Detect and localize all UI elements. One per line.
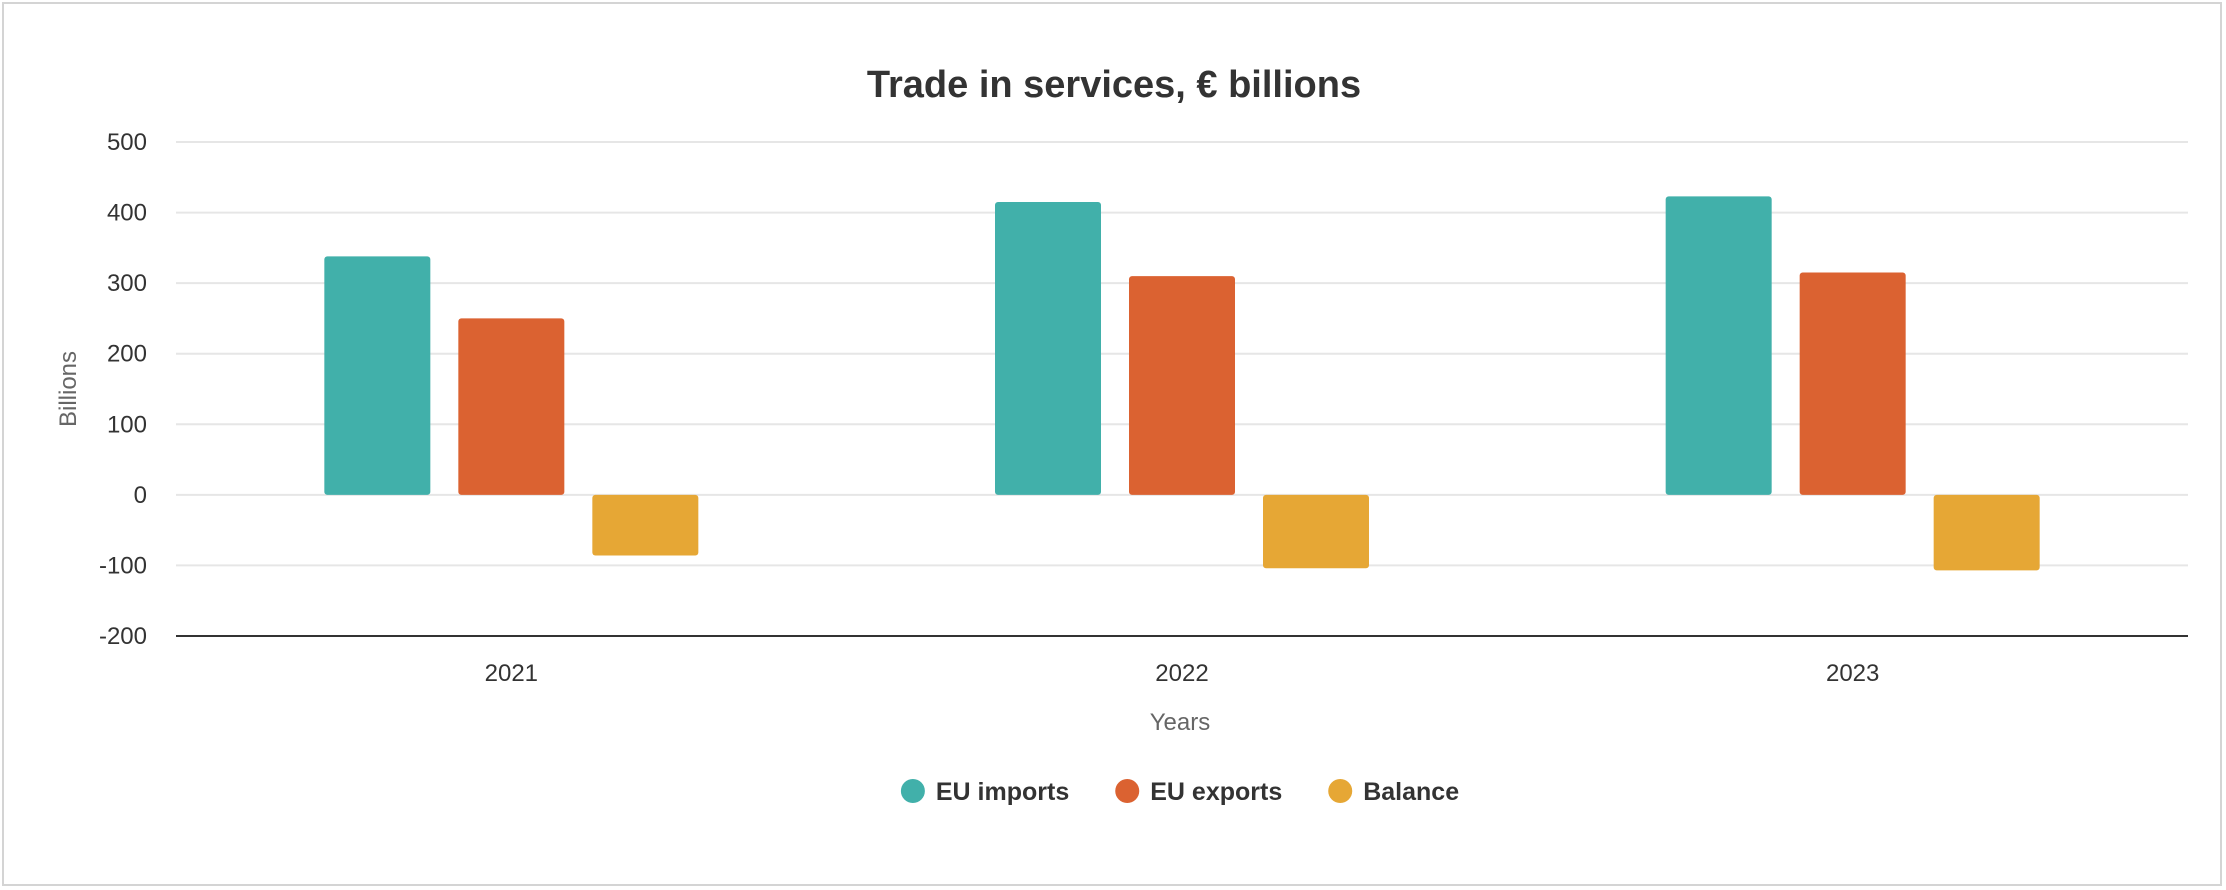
- y-axis-ticks: 500 400 300 200 100 0 -100 -200: [99, 129, 147, 650]
- x-tick-label: 2022: [1155, 660, 1208, 687]
- legend: EU imports EU exports Balance: [900, 778, 1459, 806]
- bar-eu-imports-2023[interactable]: [1665, 196, 1772, 495]
- x-axis-title: Years: [1150, 709, 1211, 736]
- y-tick-label: 0: [134, 482, 147, 509]
- y-tick-label: 400: [107, 200, 147, 227]
- y-tick-label: 100: [107, 411, 147, 438]
- y-tick-label: -100: [99, 552, 147, 579]
- legend-item-balance[interactable]: Balance: [1328, 778, 1459, 806]
- bar-eu-exports-2021[interactable]: [458, 318, 565, 495]
- y-axis-title: Billions: [55, 351, 82, 427]
- x-tick-label: 2023: [1826, 660, 1879, 687]
- chart-title: Trade in services, € billions: [867, 64, 1361, 106]
- y-tick-label: 500: [107, 129, 147, 156]
- bar-eu-exports-2023[interactable]: [1799, 272, 1906, 495]
- bar-eu-exports-2022[interactable]: [1129, 276, 1235, 495]
- bar-balance-2022[interactable]: [1263, 494, 1369, 569]
- bar-chart: Trade in services, € billions 500 400 300 2…: [55, 64, 2188, 806]
- bar-eu-imports-2022[interactable]: [995, 201, 1101, 495]
- y-tick-label: -200: [99, 623, 147, 650]
- y-tick-label: 200: [107, 341, 147, 368]
- bar-eu-imports-2021[interactable]: [324, 256, 431, 495]
- legend-label: EU imports: [936, 778, 1069, 806]
- legend-label: Balance: [1363, 778, 1459, 806]
- legend-item-eu-imports[interactable]: EU imports: [900, 778, 1069, 806]
- legend-marker: [1115, 779, 1140, 803]
- y-tick-label: 300: [107, 270, 147, 297]
- bar-balance-2021[interactable]: [592, 494, 699, 556]
- x-axis-ticks: 2021 2022 2023: [485, 660, 1880, 687]
- legend-item-eu-exports[interactable]: EU exports: [1115, 778, 1282, 806]
- x-tick-label: 2021: [485, 660, 538, 687]
- legend-label: EU exports: [1150, 778, 1282, 806]
- legend-marker: [900, 779, 925, 803]
- bars: [324, 196, 2040, 571]
- bar-balance-2023[interactable]: [1933, 494, 2040, 571]
- legend-marker: [1328, 779, 1353, 803]
